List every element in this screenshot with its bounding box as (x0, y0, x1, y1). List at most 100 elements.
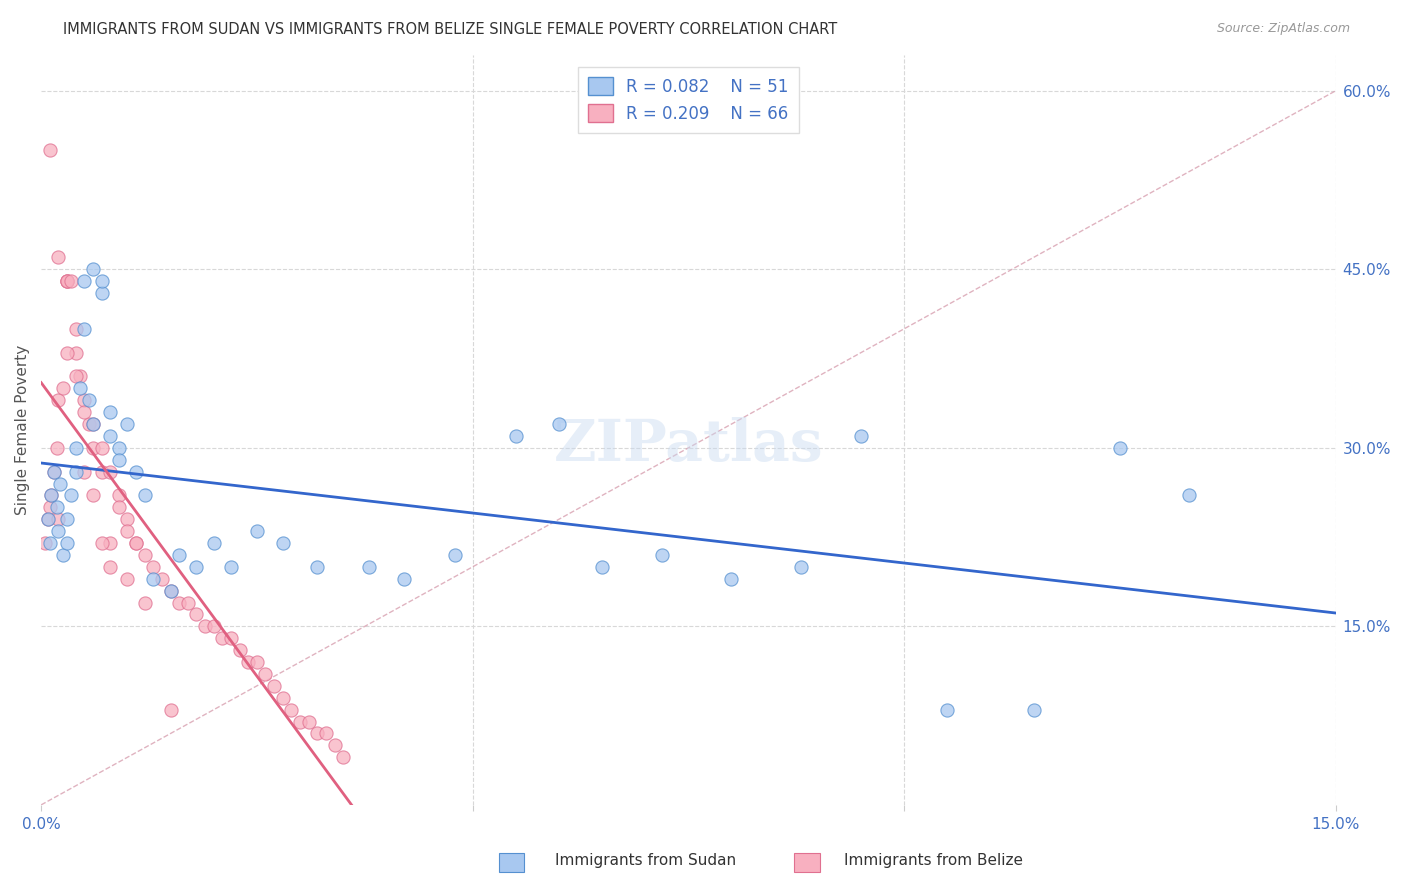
Point (82, 262, 104, 277)
Point (720, 572, 742, 586)
Point (323, 739, 346, 753)
Point (90, 274, 112, 288)
Point (48, 393, 70, 408)
Text: Immigrants from Sudan: Immigrants from Sudan (555, 853, 737, 868)
Point (90, 441, 112, 455)
Point (82, 417, 104, 431)
Point (38, 500, 60, 515)
Point (159, 703, 181, 717)
Point (591, 560, 613, 574)
Point (49, 476, 72, 491)
Point (444, 548, 467, 562)
Point (90, 536, 112, 550)
Point (134, 596, 156, 610)
Point (159, 583, 181, 598)
Point (219, 632, 242, 646)
Point (48, 251, 70, 265)
Point (125, 465, 148, 479)
Point (332, 750, 354, 764)
Point (77, 417, 100, 431)
Point (1178, 488, 1201, 502)
Point (98, 536, 121, 550)
Point (238, 655, 260, 669)
Point (65, 441, 87, 455)
Point (298, 714, 321, 729)
Point (194, 619, 217, 633)
Point (177, 596, 200, 610)
Point (65, 322, 87, 336)
Point (41, 488, 63, 502)
Point (69, 369, 91, 384)
Point (142, 560, 165, 574)
Point (271, 536, 294, 550)
Point (37, 512, 59, 526)
Point (65, 465, 87, 479)
Point (73, 322, 96, 336)
Point (77, 393, 100, 408)
Point (186, 607, 208, 622)
Point (98, 560, 121, 574)
Point (186, 560, 208, 574)
Point (37, 512, 59, 526)
Point (219, 560, 242, 574)
Point (107, 441, 129, 455)
Point (211, 632, 233, 646)
Point (56, 512, 79, 526)
Point (45, 500, 67, 515)
Point (48, 512, 70, 526)
Point (41, 488, 63, 502)
Point (56, 536, 79, 550)
Point (90, 286, 112, 301)
Point (42, 465, 65, 479)
Point (307, 560, 329, 574)
Point (1108, 441, 1130, 455)
Point (52, 381, 75, 395)
Point (117, 524, 139, 538)
Point (82, 417, 104, 431)
Point (651, 548, 673, 562)
Point (82, 488, 104, 502)
Point (125, 536, 148, 550)
Point (56, 274, 79, 288)
Point (202, 536, 225, 550)
Y-axis label: Single Female Poverty: Single Female Poverty (15, 345, 30, 516)
Point (82, 441, 104, 455)
Point (307, 726, 329, 740)
Point (150, 572, 173, 586)
Point (392, 572, 415, 586)
Point (134, 488, 156, 502)
Point (73, 465, 96, 479)
Point (48, 524, 70, 538)
Point (254, 667, 277, 681)
Point (56, 274, 79, 288)
Point (107, 452, 129, 467)
Point (60, 488, 83, 502)
Point (90, 465, 112, 479)
Point (107, 488, 129, 502)
Point (202, 619, 225, 633)
Point (246, 524, 269, 538)
Point (52, 548, 75, 562)
Point (228, 643, 250, 657)
Point (167, 548, 190, 562)
Point (56, 274, 79, 288)
Point (73, 405, 96, 419)
Legend: R = 0.082    N = 51, R = 0.209    N = 66: R = 0.082 N = 51, R = 0.209 N = 66 (578, 67, 799, 133)
Point (38, 536, 60, 550)
Point (56, 345, 79, 359)
Point (159, 583, 181, 598)
Point (271, 690, 294, 705)
Point (98, 465, 121, 479)
Point (117, 417, 139, 431)
Text: Immigrants from Belize: Immigrants from Belize (844, 853, 1022, 868)
Point (98, 429, 121, 443)
Point (73, 274, 96, 288)
Point (280, 703, 302, 717)
Point (98, 405, 121, 419)
Point (117, 512, 139, 526)
Point (315, 726, 337, 740)
Point (548, 417, 571, 431)
Point (263, 679, 285, 693)
Point (167, 596, 190, 610)
Point (357, 560, 380, 574)
